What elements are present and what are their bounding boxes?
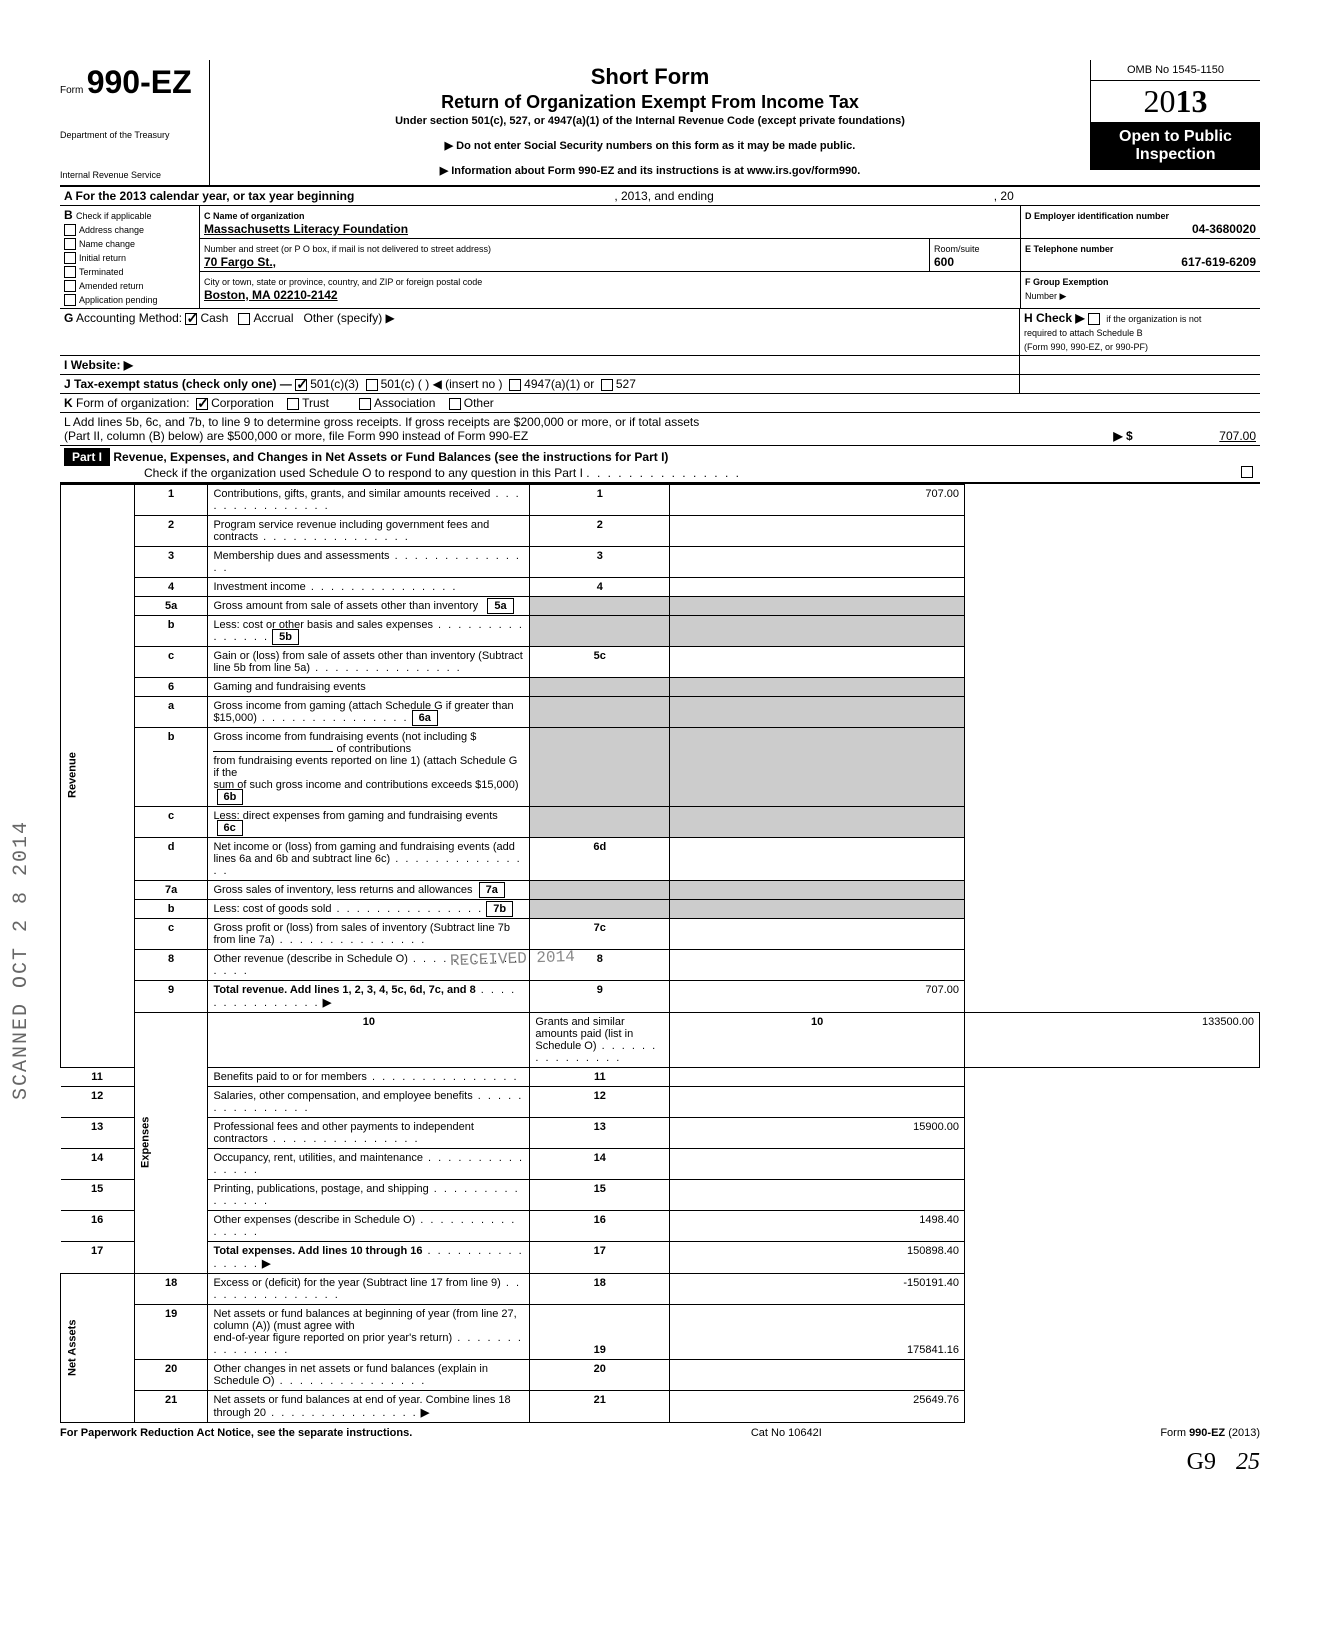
label-expenses: Expenses — [134, 1012, 208, 1273]
checkbox-schedule-b[interactable] — [1088, 313, 1100, 325]
checkbox-accrual[interactable] — [238, 313, 250, 325]
checkbox-terminated[interactable] — [64, 266, 76, 278]
title-short-form: Short Form — [218, 64, 1082, 90]
org-name: Massachusetts Literacy Foundation — [204, 222, 408, 236]
checkbox-association[interactable] — [359, 398, 371, 410]
lines-table: Revenue 1Contributions, gifts, grants, a… — [60, 484, 1260, 1423]
line19-amount: 175841.16 — [670, 1304, 965, 1359]
dept2: Internal Revenue Service — [60, 171, 203, 181]
checkbox-corporation[interactable] — [196, 398, 208, 410]
line1-amount: 707.00 — [670, 484, 965, 515]
phone: 617-619-6209 — [1181, 255, 1256, 269]
org-room: 600 — [934, 255, 954, 269]
page-footer: For Paperwork Reduction Act Notice, see … — [60, 1427, 1260, 1439]
title-return: Return of Organization Exempt From Incom… — [218, 92, 1082, 113]
checkbox-501c3[interactable] — [295, 379, 307, 391]
omb-number: OMB No 1545-1150 — [1091, 60, 1260, 81]
part1-header: Part I Revenue, Expenses, and Changes in… — [60, 446, 1260, 482]
note-ssn: ▶ Do not enter Social Security numbers o… — [218, 139, 1082, 152]
checkbox-application-pending[interactable] — [64, 294, 76, 306]
line17-amount: 150898.40 — [670, 1241, 965, 1273]
section-b: B Check if applicable Address change Nam… — [60, 206, 200, 308]
note-info: ▶ Information about Form 990-EZ and its … — [218, 164, 1082, 177]
label-revenue: Revenue — [61, 484, 135, 1067]
org-address: 70 Fargo St., — [204, 255, 276, 269]
section-def: D Employer identification number04-36800… — [1020, 206, 1260, 308]
line9-amount: 707.00 — [670, 980, 965, 1012]
scanned-stamp: SCANNED OCT 2 8 2014 — [10, 820, 33, 1100]
ein: 04-3680020 — [1192, 222, 1256, 236]
gross-receipts: 707.00 — [1136, 429, 1256, 443]
form-header: Form 990-EZ Department of the Treasury I… — [60, 60, 1260, 187]
dept1: Department of the Treasury — [60, 131, 203, 141]
checkbox-initial-return[interactable] — [64, 252, 76, 264]
open-to-public: Open to Public Inspection — [1091, 122, 1260, 170]
title-under: Under section 501(c), 527, or 4947(a)(1)… — [218, 115, 1082, 127]
checkbox-cash[interactable] — [185, 313, 197, 325]
checkbox-other-org[interactable] — [449, 398, 461, 410]
form-prefix: Form — [60, 85, 83, 96]
form-footer-label: Form — [1160, 1427, 1189, 1439]
line10-amount: 133500.00 — [965, 1012, 1260, 1067]
line16-amount: 1498.40 — [670, 1210, 965, 1241]
form-number: 990-EZ — [87, 64, 192, 100]
checkbox-name-change[interactable] — [64, 238, 76, 250]
row-l: L Add lines 5b, 6c, and 7b, to line 9 to… — [60, 413, 1260, 445]
checkbox-4947[interactable] — [509, 379, 521, 391]
org-city: Boston, MA 02210-2142 — [204, 288, 338, 302]
checkbox-schedule-o-part1[interactable] — [1241, 466, 1253, 478]
tax-year: 2013 — [1091, 81, 1260, 122]
row-k: K Form of organization: Corporation Trus… — [60, 394, 1260, 412]
row-g: G Accounting Method: Cash Accrual Other … — [60, 309, 1020, 355]
line13-amount: 15900.00 — [670, 1117, 965, 1148]
line18-amount: -150191.40 — [670, 1273, 965, 1304]
checkbox-501c[interactable] — [366, 379, 378, 391]
checkbox-527[interactable] — [601, 379, 613, 391]
section-c: C Name of organizationMassachusetts Lite… — [200, 206, 1020, 308]
checkbox-address-change[interactable] — [64, 224, 76, 236]
row-h: H Check ▶ if the organization is not req… — [1020, 309, 1260, 355]
row-j: J Tax-exempt status (check only one) — 5… — [60, 375, 1020, 393]
row-a: A For the 2013 calendar year, or tax yea… — [60, 187, 1260, 206]
line21-amount: 25649.76 — [670, 1390, 965, 1422]
checkbox-amended[interactable] — [64, 280, 76, 292]
label-net-assets: Net Assets — [61, 1273, 135, 1422]
row-i: I Website: ▶ — [60, 356, 1020, 374]
checkbox-trust[interactable] — [287, 398, 299, 410]
handwritten-notes: G9 25 — [60, 1449, 1260, 1476]
